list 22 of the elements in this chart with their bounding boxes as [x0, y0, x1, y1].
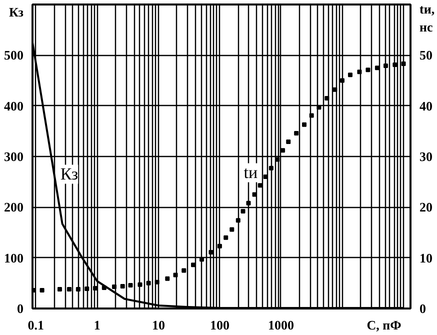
- y-tick-label: 200: [4, 200, 24, 215]
- annotation: Кз: [60, 164, 78, 184]
- x-tick-label: 1000: [268, 318, 294, 332]
- y-tick-label: 400: [4, 98, 24, 114]
- annotation: tи: [244, 163, 258, 182]
- x-axis-title: С, пФ: [366, 318, 402, 332]
- y-tick-label: 100: [4, 250, 24, 266]
- x-tick-label: 10: [152, 318, 165, 332]
- y2-tick-label: 20: [420, 200, 432, 215]
- y2-tick-label: 30: [420, 149, 432, 164]
- y-tick-label: 300: [4, 149, 24, 164]
- x-tick-label: 1: [94, 318, 100, 332]
- x-tick-label: 100: [210, 318, 230, 332]
- y-tick-label: 500: [4, 48, 24, 63]
- y2-tick-label: 50: [420, 48, 432, 63]
- y2-axis-title: tи, нс: [420, 2, 435, 35]
- y2-tick-label: 40: [420, 98, 432, 114]
- y2-tick-label: 0: [420, 301, 426, 316]
- y-tick-label: 0: [17, 301, 24, 316]
- y-axis-title: Кз: [9, 4, 24, 20]
- x-tick-label: 0.1: [28, 318, 44, 332]
- y2-tick-label: 10: [420, 250, 432, 266]
